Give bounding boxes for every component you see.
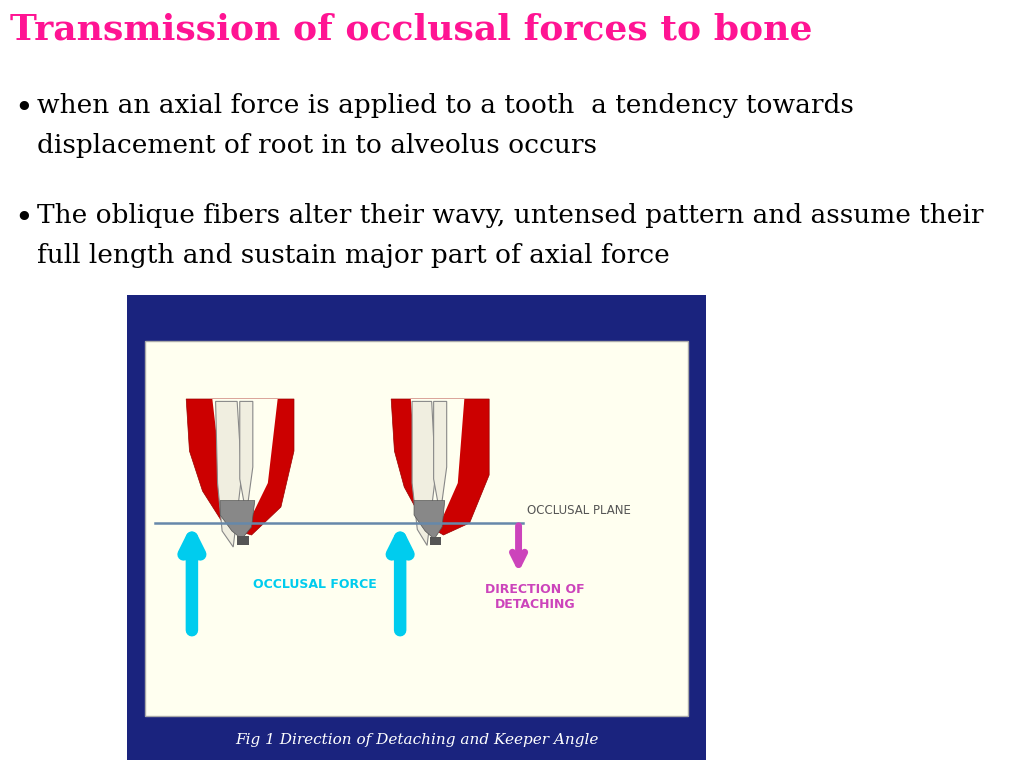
Text: when an axial force is applied to a tooth  a tendency towards: when an axial force is applied to a toot… xyxy=(37,93,854,118)
Polygon shape xyxy=(212,399,278,523)
Text: DIRECTION OF
DETACHING: DIRECTION OF DETACHING xyxy=(485,583,585,611)
FancyBboxPatch shape xyxy=(238,536,249,545)
FancyBboxPatch shape xyxy=(430,537,440,545)
Polygon shape xyxy=(220,501,255,539)
FancyBboxPatch shape xyxy=(127,295,707,760)
Polygon shape xyxy=(216,402,242,547)
Text: displacement of root in to alveolus occurs: displacement of root in to alveolus occu… xyxy=(37,133,597,158)
Polygon shape xyxy=(391,399,489,535)
Polygon shape xyxy=(433,402,446,515)
Polygon shape xyxy=(240,402,253,515)
Polygon shape xyxy=(412,402,435,545)
Polygon shape xyxy=(414,501,444,539)
Text: Transmission of occlusal forces to bone: Transmission of occlusal forces to bone xyxy=(10,13,812,47)
Text: •: • xyxy=(14,203,34,234)
Text: •: • xyxy=(14,93,34,124)
Polygon shape xyxy=(411,399,464,523)
Text: full length and sustain major part of axial force: full length and sustain major part of ax… xyxy=(37,243,670,268)
FancyBboxPatch shape xyxy=(145,341,688,716)
Text: OCCLUSAL PLANE: OCCLUSAL PLANE xyxy=(526,504,631,517)
Polygon shape xyxy=(186,399,294,535)
Text: Fig 1 Direction of Detaching and Keeper Angle: Fig 1 Direction of Detaching and Keeper … xyxy=(234,733,598,747)
Text: The oblique fibers alter their wavy, untensed pattern and assume their: The oblique fibers alter their wavy, unt… xyxy=(37,203,983,228)
Text: OCCLUSAL FORCE: OCCLUSAL FORCE xyxy=(253,578,377,591)
